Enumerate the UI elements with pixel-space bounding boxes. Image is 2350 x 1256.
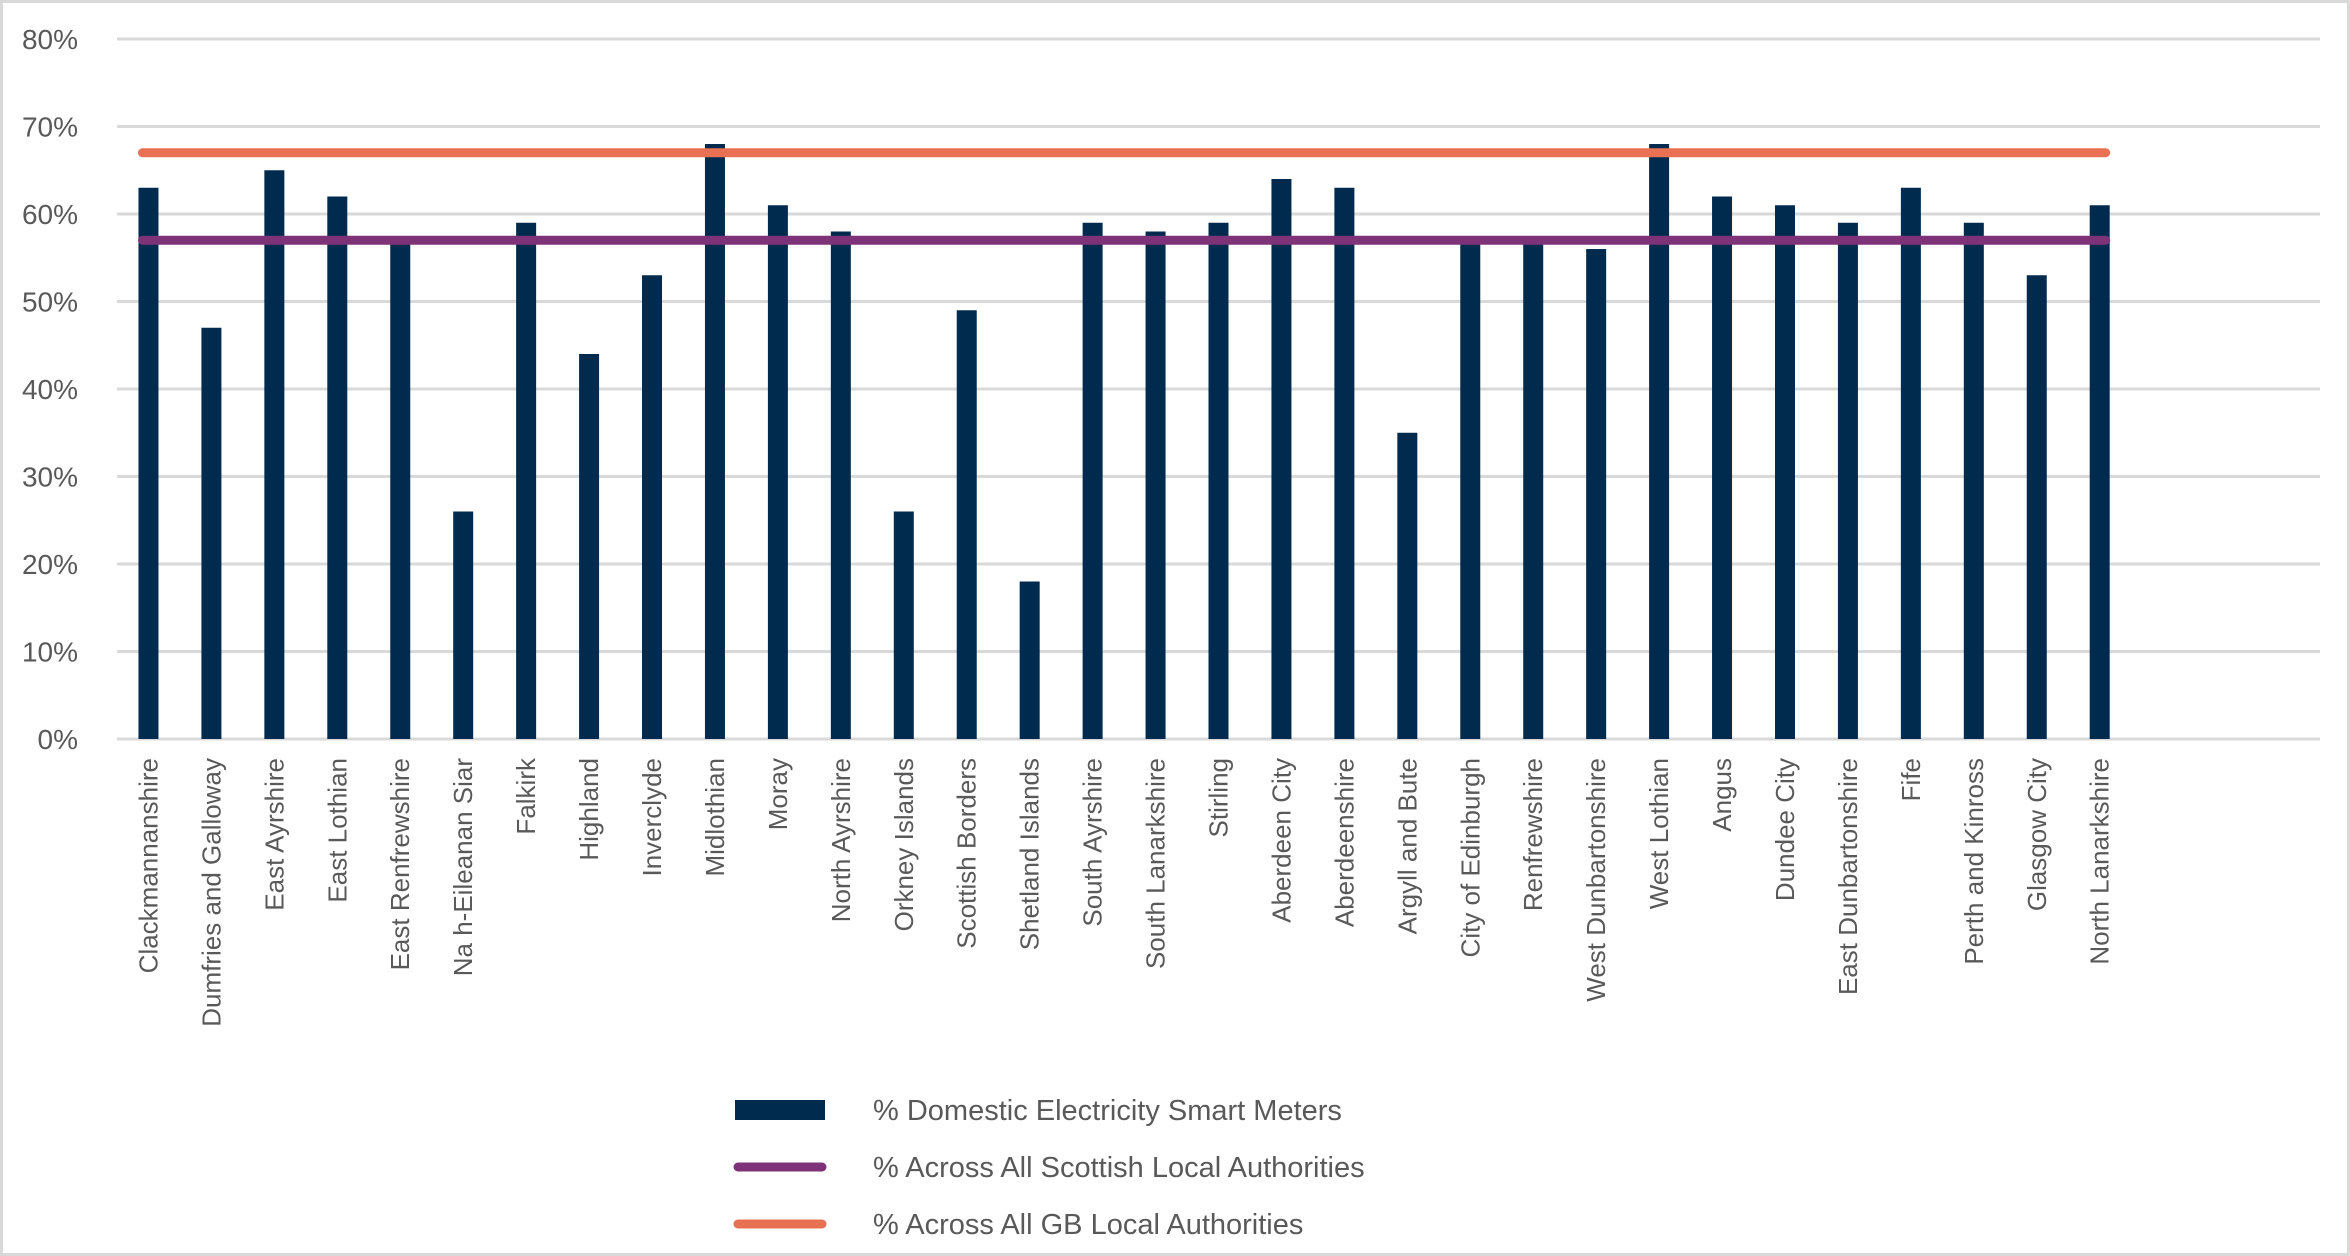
reference-lines — [137, 148, 2111, 245]
y-tick-label: 40% — [22, 374, 78, 405]
bar-moray — [767, 205, 788, 739]
bar-na-h-eileanan-siar — [453, 511, 474, 739]
legend-label: % Across All Scottish Local Authorities — [873, 1152, 1365, 1184]
x-category-label: Orkney Islands — [889, 758, 919, 931]
bar-inverclyde — [642, 275, 663, 739]
x-category-label: East Lothian — [322, 758, 352, 903]
y-axis-tick-labels: 0% 10% 20% 30% 40% 50% 60% 70% 80% — [22, 24, 78, 755]
y-tick-label: 80% — [22, 24, 78, 55]
x-category-label: Dumfries and Galloway — [196, 758, 226, 1027]
y-tick-label: 70% — [22, 112, 78, 143]
bar-north-ayrshire — [830, 231, 851, 739]
bar-east-renfrewshire — [390, 240, 411, 739]
legend-item: % Across All Scottish Local Authorities — [733, 1152, 1365, 1184]
bar-argyll-and-bute — [1397, 432, 1418, 739]
x-category-label: Moray — [763, 758, 793, 830]
x-category-label: Aberdeen City — [1266, 758, 1296, 923]
bar-fife — [1900, 187, 1921, 739]
bar-east-lothian — [327, 196, 348, 739]
x-category-label: Shetland Islands — [1015, 758, 1045, 950]
bar-highland — [579, 354, 600, 739]
bar-renfrewshire — [1523, 240, 1544, 739]
x-category-label: Glasgow City — [2022, 758, 2052, 911]
y-tick-label: 0% — [38, 724, 78, 755]
bar-angus — [1712, 196, 1733, 739]
bar-glasgow-city — [2026, 275, 2047, 739]
x-category-label: Midlothian — [700, 758, 730, 877]
bar-east-ayrshire — [264, 170, 285, 739]
x-category-label: Perth and Kinross — [1959, 758, 1989, 965]
bar-falkirk — [516, 222, 537, 739]
bars — [138, 144, 2110, 739]
x-axis-category-labels: Clackmannanshire Dumfries and Galloway Eas… — [133, 757, 2114, 1027]
x-category-label: Inverclyde — [637, 758, 667, 877]
y-tick-label: 50% — [22, 287, 78, 318]
bar-aberdeenshire — [1334, 187, 1355, 739]
bar-aberdeen-city — [1271, 179, 1292, 739]
x-category-label: Stirling — [1204, 758, 1234, 837]
x-category-label: West Lothian — [1644, 758, 1674, 909]
bar-north-lanarkshire — [2089, 205, 2110, 739]
x-category-label: Angus — [1707, 758, 1737, 832]
x-category-label: South Ayrshire — [1078, 758, 1108, 927]
x-category-label: North Ayrshire — [826, 758, 856, 922]
x-category-label: Highland — [574, 758, 604, 861]
bar-midlothian — [704, 144, 725, 739]
x-category-label: Aberdeenshire — [1329, 758, 1359, 927]
y-tick-label: 20% — [22, 549, 78, 580]
bar-stirling — [1208, 222, 1229, 739]
x-category-label: Na h-Eileanan Siar — [448, 758, 478, 977]
legend-item: % Across All GB Local Authorities — [733, 1209, 1303, 1241]
x-category-label: Renfrewshire — [1518, 758, 1548, 911]
bar-city-of-edinburgh — [1460, 240, 1481, 739]
bar-dumfries-and-galloway — [201, 327, 222, 739]
legend-label: % Across All GB Local Authorities — [873, 1209, 1303, 1241]
bar-west-dunbartonshire — [1586, 249, 1607, 739]
x-category-label: Argyll and Bute — [1392, 758, 1422, 934]
y-tick-label: 60% — [22, 199, 78, 230]
y-tick-label: 10% — [22, 637, 78, 668]
bar-clackmannanshire — [138, 187, 159, 739]
legend-item: % Domestic Electricity Smart Meters — [735, 1095, 1342, 1127]
bar-south-lanarkshire — [1145, 231, 1166, 739]
x-category-label: Dundee City — [1770, 758, 1800, 901]
x-category-label: Scottish Borders — [952, 758, 982, 949]
x-category-label: Falkirk — [511, 757, 541, 835]
bar-west-lothian — [1649, 144, 1670, 739]
bar-shetland-islands — [1019, 581, 1040, 739]
y-tick-label: 30% — [22, 462, 78, 493]
x-category-label: West Dunbartonshire — [1581, 758, 1611, 1002]
x-category-label: East Ayrshire — [259, 758, 289, 911]
x-category-label: East Renfrewshire — [385, 758, 415, 970]
legend: % Domestic Electricity Smart Meters % Acr… — [733, 1095, 1365, 1241]
legend-label: % Domestic Electricity Smart Meters — [873, 1095, 1342, 1127]
x-category-label: South Lanarkshire — [1141, 758, 1171, 969]
bar-south-ayrshire — [1082, 222, 1103, 739]
x-category-label: Clackmannanshire — [133, 758, 163, 973]
bar-east-dunbartonshire — [1837, 222, 1858, 739]
x-category-label: City of Edinburgh — [1455, 758, 1485, 957]
bar-dundee-city — [1774, 205, 1795, 739]
bar-perth-and-kinross — [1963, 222, 1984, 739]
x-category-label: East Dunbartonshire — [1833, 758, 1863, 995]
x-category-label: North Lanarkshire — [2085, 758, 2115, 965]
legend-swatch-bar — [735, 1100, 825, 1120]
x-category-label: Fife — [1896, 758, 1926, 801]
bar-orkney-islands — [893, 511, 914, 739]
bar-scottish-borders — [956, 310, 977, 739]
